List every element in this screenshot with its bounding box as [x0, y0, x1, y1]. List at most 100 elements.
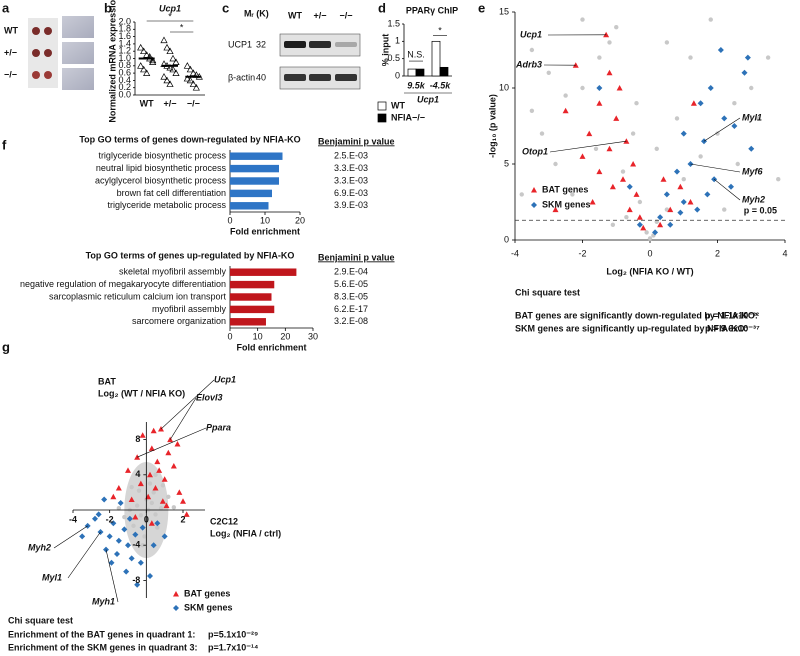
point	[172, 58, 180, 65]
point	[674, 116, 680, 121]
point	[169, 65, 177, 73]
point	[626, 183, 633, 190]
panel-label: e	[478, 0, 485, 15]
point	[667, 206, 674, 213]
point	[183, 511, 190, 517]
point	[732, 101, 737, 106]
point	[92, 515, 98, 522]
histology	[62, 68, 94, 90]
point	[110, 520, 117, 527]
category-label: acylglycerol biosynthetic process	[95, 175, 227, 185]
point	[166, 47, 174, 55]
stats-p: p=5.1x10⁻²⁹	[208, 629, 258, 639]
legend-label: NFIA−/−	[391, 112, 425, 122]
x-tick-label: -2	[578, 248, 586, 258]
point	[137, 480, 144, 487]
chart-title: Top GO terms of genes down-regulated by …	[79, 134, 300, 144]
point	[579, 153, 586, 159]
gene-label: Otop1	[522, 146, 548, 156]
point	[607, 40, 612, 45]
point	[765, 55, 771, 60]
significance: *	[168, 11, 172, 21]
point	[708, 17, 713, 22]
y-axis-label: -log₁₀ (p value)	[487, 94, 497, 158]
point	[717, 47, 724, 53]
point	[140, 47, 148, 55]
point	[715, 131, 720, 136]
stats-text: Enrichment of the SKM genes in quadrant …	[8, 642, 198, 652]
bar	[230, 280, 275, 289]
point	[603, 31, 610, 38]
point	[613, 115, 620, 121]
band	[335, 74, 357, 81]
band	[284, 74, 306, 81]
y-tick-label: 5	[504, 158, 509, 168]
category-label: brown fat cell differentiation	[117, 188, 226, 198]
chart-title: Ucp1	[159, 3, 181, 13]
y-tick-label: 0.4	[118, 75, 131, 85]
point	[128, 496, 135, 502]
y-tick-label: 1.6	[118, 31, 131, 41]
x-tick-label: WT	[140, 98, 154, 108]
p-value: 2.9.E-04	[334, 267, 368, 277]
point	[154, 458, 161, 465]
category-label: triglyceride metabolic process	[107, 200, 226, 210]
point	[136, 488, 142, 493]
point	[677, 209, 684, 216]
x-tick-label: -4	[69, 514, 77, 524]
p-value: 3.9.E-03	[334, 200, 368, 210]
stats-text: BAT genes are significantly down-regulat…	[515, 310, 758, 320]
bar	[230, 305, 275, 314]
gene-label: Elovl3	[196, 392, 223, 402]
point	[687, 199, 694, 205]
point	[674, 168, 680, 175]
bar	[230, 189, 272, 198]
stats-p: p = 1.1x10⁻²²	[705, 310, 759, 320]
y-tick-label: 0.0	[118, 89, 131, 99]
tissue	[32, 27, 40, 35]
point	[647, 236, 653, 241]
point	[690, 100, 697, 106]
x-tick-label: 10	[253, 331, 263, 341]
point	[159, 498, 166, 504]
point	[166, 494, 171, 499]
point	[728, 183, 734, 190]
category-label: myofibril assembly	[152, 304, 227, 314]
point	[667, 221, 674, 228]
stats-text: Enrichment of the BAT genes in quadrant …	[8, 629, 195, 639]
point	[776, 177, 781, 182]
x-tick-label: 10	[260, 215, 270, 225]
band	[309, 41, 331, 48]
point	[183, 74, 191, 82]
point	[166, 80, 174, 87]
x-tick-label: 4	[782, 248, 787, 258]
x-axis-label: Ucp1	[417, 94, 439, 104]
y-tick-label: 1.5	[387, 18, 400, 28]
x-tick-label: 9.5k	[407, 80, 426, 90]
legend-label: SKM genes	[184, 602, 233, 612]
point	[539, 131, 545, 136]
row-label: WT	[4, 25, 18, 35]
protein-label: β-actin	[228, 72, 255, 82]
point	[134, 503, 140, 508]
y-axis-label: Log₂ (WT / NFIA KO)	[98, 388, 185, 398]
chart-title: PPARγ ChIP	[406, 5, 458, 15]
y-tick-label: 0.8	[118, 60, 131, 70]
point	[166, 63, 174, 71]
point	[586, 130, 593, 137]
tissue	[44, 27, 52, 35]
point	[122, 514, 127, 520]
significance: *	[438, 26, 442, 36]
point	[158, 506, 164, 511]
point	[657, 221, 664, 228]
point	[143, 69, 151, 76]
gene-label: Myl1	[42, 572, 62, 582]
point	[744, 54, 751, 61]
point	[170, 463, 177, 469]
point	[121, 526, 128, 533]
legend-label: WT	[391, 100, 405, 110]
category-label: sarcoplasmic reticulum calcium ion trans…	[49, 291, 227, 301]
point	[580, 85, 585, 91]
x-axis-label: Fold enrichment	[236, 342, 306, 352]
y-tick-label: 2.0	[118, 16, 131, 26]
